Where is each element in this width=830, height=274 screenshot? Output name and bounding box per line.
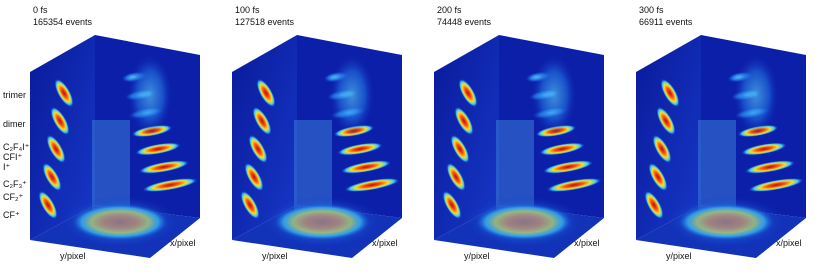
blob [652,134,672,164]
blob [666,196,786,248]
y-axis-label: y/pixel [262,251,288,261]
species-label: trimer [3,90,26,100]
blob [648,162,668,192]
blob [741,142,787,156]
blob [42,162,62,192]
blob [46,134,66,164]
blob [744,160,796,174]
blob [344,178,400,192]
blob [128,55,172,135]
time-label: 300 fs [639,5,664,15]
y-axis-label: y/pixel [60,251,86,261]
blob [252,106,272,136]
blob [138,160,190,174]
blob [450,134,470,164]
events-label: 74448 events [437,17,492,27]
blob [256,78,276,108]
blob [734,55,778,135]
time-label: 0 fs [33,5,48,15]
species-label: C₂F₃⁺ [3,179,27,189]
time-label: 100 fs [235,5,260,15]
blob [262,196,382,248]
panel: 200 fs 74448 events y/pixel x/pixel [434,5,604,261]
y-axis-label: y/pixel [464,251,490,261]
blob [337,142,383,156]
column [496,120,534,210]
blob [546,178,602,192]
column [92,120,130,210]
blob [442,190,462,220]
blob [135,142,181,156]
blob [532,55,576,135]
blob [142,178,198,192]
species-label: CFI⁺ [3,152,22,162]
left-wall [232,35,297,240]
x-axis-label: x/pixel [574,238,600,248]
blob [660,78,680,108]
species-label: C₂F₄I⁺ [3,142,30,152]
blob [248,134,268,164]
blob [60,196,180,248]
blob [50,106,70,136]
blob [54,78,74,108]
blob [464,196,584,248]
x-axis-label: x/pixel [170,238,196,248]
blob [542,160,594,174]
panel: 0 fs 165354 events y/pixel x/pixel [30,5,200,261]
events-label: 127518 events [235,17,295,27]
blob [458,78,478,108]
blob [244,162,264,192]
blob [446,162,466,192]
species-label: CF⁺ [3,210,20,220]
column [294,120,332,210]
left-wall [636,35,701,240]
species-label: I⁺ [3,162,11,172]
blob [340,160,392,174]
column [698,120,736,210]
left-wall [434,35,499,240]
panel: 300 fs 66911 events y/pixel x/pixel [636,5,806,261]
x-axis-label: x/pixel [776,238,802,248]
panel: 100 fs 127518 events y/pixel x/pixel [232,5,402,261]
blob [38,190,58,220]
blob [539,142,585,156]
events-label: 165354 events [33,17,93,27]
blob [240,190,260,220]
species-label: dimer [3,119,26,129]
blob [656,106,676,136]
x-axis-label: x/pixel [372,238,398,248]
time-label: 200 fs [437,5,462,15]
blob [748,178,804,192]
species-label: CF₂⁺ [3,192,23,202]
blob [330,55,374,135]
blob [644,190,664,220]
blob [454,106,474,136]
y-axis-label: y/pixel [666,251,692,261]
left-wall [30,35,95,240]
events-label: 66911 events [639,17,693,27]
